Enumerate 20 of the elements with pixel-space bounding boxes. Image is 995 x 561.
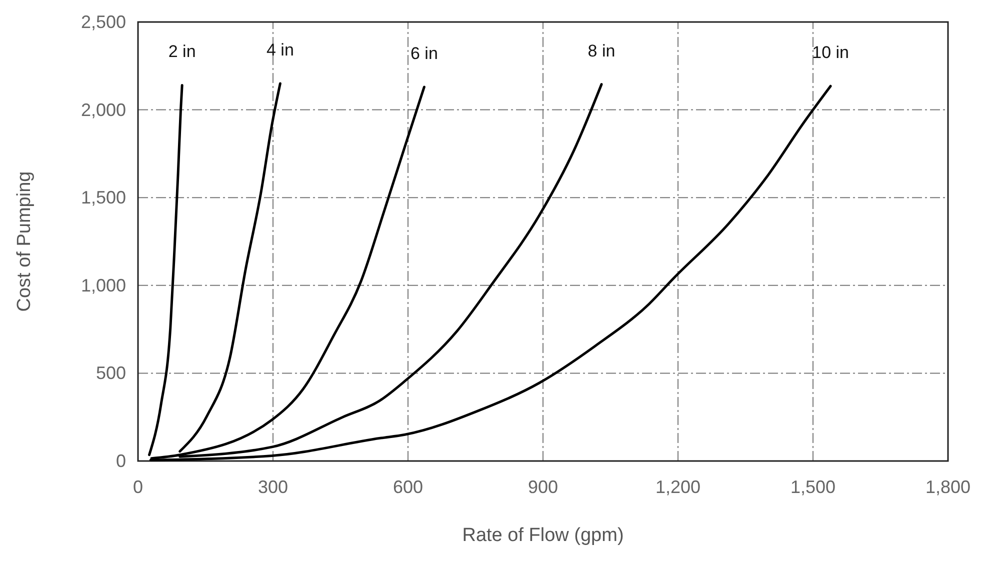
series-label: 6 in [410, 44, 438, 63]
series-label: 10 in [812, 43, 849, 62]
x-tick-label: 600 [392, 477, 424, 497]
series-label: 4 in [266, 40, 294, 60]
y-tick-label: 1,500 [80, 188, 126, 208]
y-tick-label: 1,000 [80, 275, 126, 296]
x-tick-label: 1,800 [925, 477, 971, 497]
x-tick-label: 1,500 [790, 477, 836, 497]
y-tick-label: 2,500 [80, 12, 126, 32]
y-tick-label: 2,000 [80, 100, 126, 120]
x-tick-label: 1,200 [655, 477, 701, 497]
y-tick-label: 0 [116, 451, 126, 471]
x-tick-label: 300 [258, 477, 288, 497]
x-axis-title: Rate of Flow (gpm) [462, 525, 624, 546]
x-tick-label: 900 [528, 477, 558, 497]
series-label: 8 in [588, 41, 616, 60]
y-axis-title: Cost of Pumping [14, 171, 35, 312]
series-label: 2 in [168, 42, 196, 62]
y-tick-label: 500 [96, 363, 126, 384]
x-tick-label: 0 [132, 477, 144, 497]
